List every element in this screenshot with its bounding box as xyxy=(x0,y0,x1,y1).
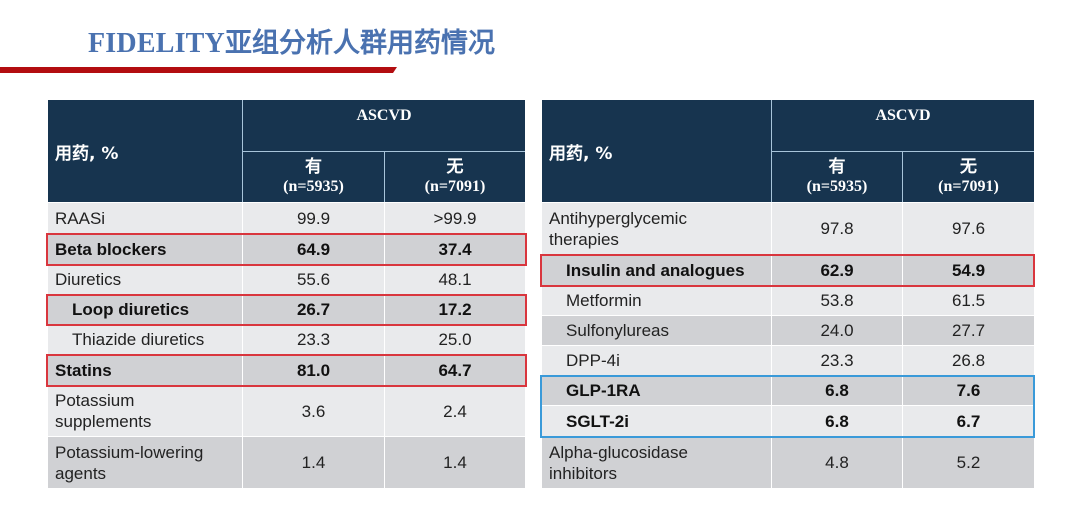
title-chinese: 亚组分析人群用药情况 xyxy=(224,28,495,59)
cardiovascular-medication-table: 用药, % ASCVD 有 (n=5935) 无 (n=7091) RAASi … xyxy=(46,100,527,488)
header-ascvd-group: ASCVD xyxy=(243,100,525,152)
table-row-sglt-2i: SGLT-2i 6.8 6.7 xyxy=(542,405,1034,436)
title-underline-bar xyxy=(0,67,397,73)
antihyperglycemic-medication-table: 用药, % ASCVD 有 (n=5935) 无 (n=7091) Antihy… xyxy=(540,100,1035,488)
header-medication-label: 用药, % xyxy=(542,100,772,202)
table-row-loop-diuretics: Loop diuretics 26.7 17.2 xyxy=(48,294,525,324)
title-latin: FIDELITY xyxy=(88,28,225,59)
table-row-alpha-glucosidase-inhibitors: Alpha-glucosidase inhibitors 4.8 5.2 xyxy=(542,436,1034,488)
table-row-glp-1ra: GLP-1RA 6.8 7.6 xyxy=(542,375,1034,405)
page-title: FIDELITY亚组分析人群用药情况 xyxy=(88,26,495,62)
table-row-metformin: Metformin 53.8 61.5 xyxy=(542,285,1034,315)
header-col-with-ascvd: 有 (n=5935) xyxy=(772,152,903,202)
header-col-without-ascvd: 无 (n=7091) xyxy=(938,157,999,195)
table-row-thiazide-diuretics: Thiazide diuretics 23.3 25.0 xyxy=(48,324,525,354)
table-row-potassium-lowering-agents: Potassium-lowering agents 1.4 1.4 xyxy=(48,436,525,488)
table-row-potassium-supplements: Potassium supplements 3.6 2.4 xyxy=(48,385,525,436)
table-row-statins: Statins 81.0 64.7 xyxy=(48,354,525,385)
table-header: 用药, % ASCVD 有 (n=5935) 无 (n=7091) xyxy=(542,100,1034,202)
table-row-antihyperglycemic-therapies: Antihyperglycemic therapies 97.8 97.6 xyxy=(542,202,1034,254)
table-header: 用药, % ASCVD 有 (n=5935) 无 (n=7091) xyxy=(48,100,525,202)
header-col-without-ascvd: 无 (n=7091) xyxy=(424,157,486,195)
header-col-with-ascvd: 有 (n=5935) xyxy=(243,152,385,202)
table-row-beta-blockers: Beta blockers 64.9 37.4 xyxy=(48,233,525,264)
header-medication-label: 用药, % xyxy=(48,100,243,202)
table-row-sulfonylureas: Sulfonylureas 24.0 27.7 xyxy=(542,315,1034,345)
table-row-dpp-4i: DPP-4i 23.3 26.8 xyxy=(542,345,1034,375)
table-row-raasi: RAASi 99.9 >99.9 xyxy=(48,202,525,233)
header-ascvd-group: ASCVD xyxy=(772,100,1034,152)
table-row-insulin-and-analogues: Insulin and analogues 62.9 54.9 xyxy=(542,254,1034,285)
table-row-diuretics: Diuretics 55.6 48.1 xyxy=(48,264,525,294)
